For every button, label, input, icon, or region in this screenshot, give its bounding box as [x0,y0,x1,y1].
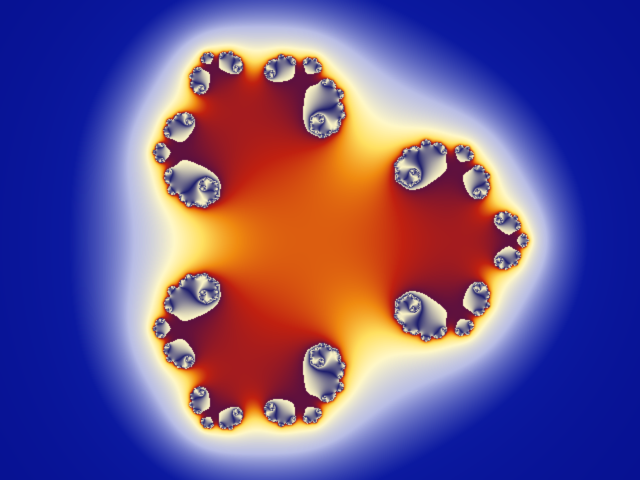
julia-fractal-image [0,0,640,480]
fractal-view [0,0,640,480]
